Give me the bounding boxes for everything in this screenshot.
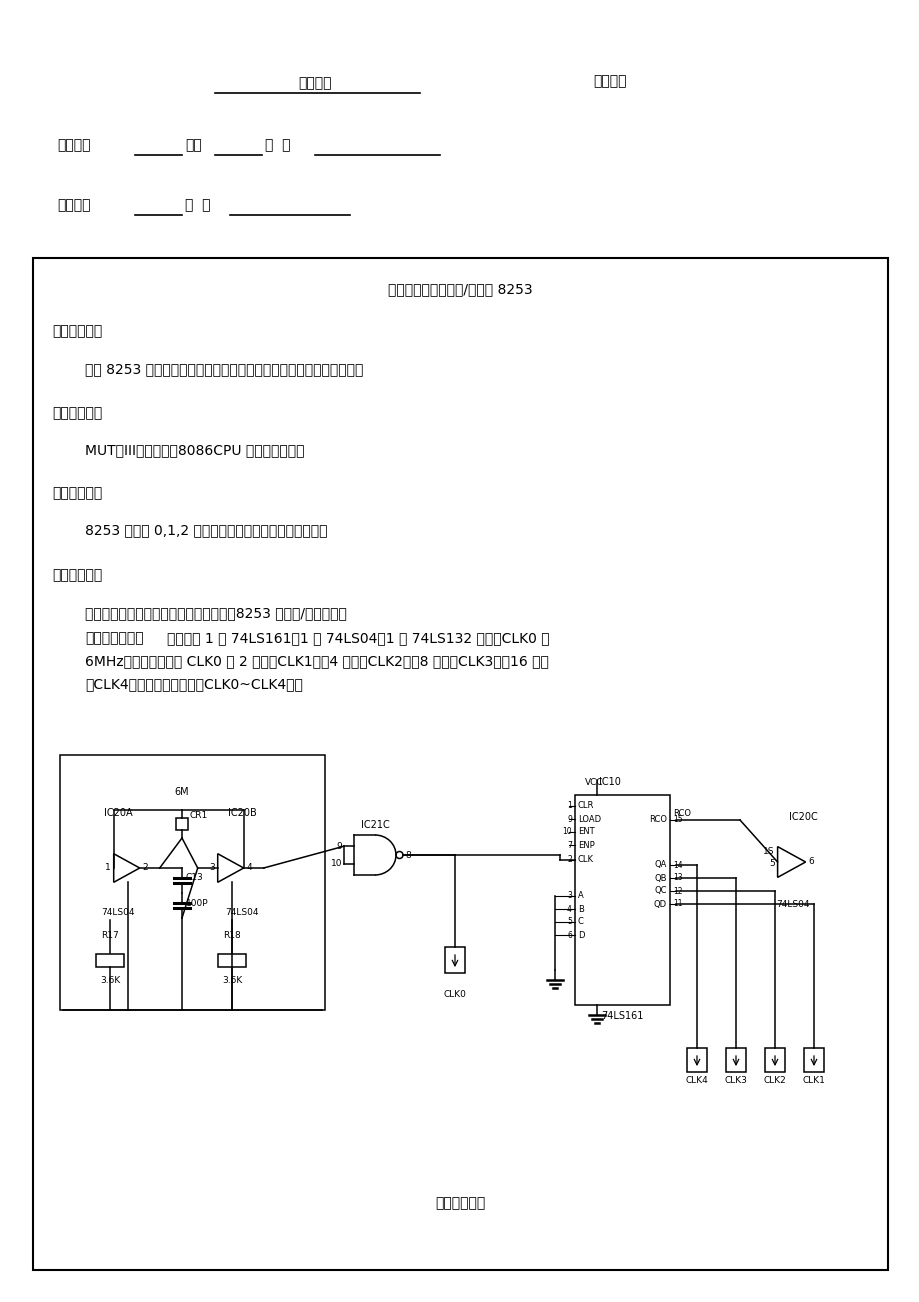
Text: QC: QC xyxy=(653,887,666,896)
Text: CLK: CLK xyxy=(577,855,594,865)
Text: 1: 1 xyxy=(105,863,110,872)
Bar xyxy=(218,953,245,966)
Text: RCO: RCO xyxy=(648,815,666,824)
Polygon shape xyxy=(218,854,244,883)
Text: 四、实验原理: 四、实验原理 xyxy=(52,568,102,582)
Text: 1S: 1S xyxy=(762,848,774,857)
Text: 6: 6 xyxy=(808,858,813,867)
Text: CLK3: CLK3 xyxy=(724,1075,746,1085)
Text: CLK1: CLK1 xyxy=(801,1075,824,1085)
Text: 10: 10 xyxy=(330,859,342,868)
Text: 7: 7 xyxy=(566,841,572,849)
Text: 8: 8 xyxy=(404,850,410,859)
Text: 5: 5 xyxy=(566,918,572,927)
Text: 3: 3 xyxy=(209,863,214,872)
Text: D: D xyxy=(577,931,584,940)
Text: 74LS161: 74LS161 xyxy=(601,1010,643,1021)
Text: 6M: 6M xyxy=(175,786,189,797)
Text: 2: 2 xyxy=(142,863,148,872)
Text: 74LS04: 74LS04 xyxy=(225,907,258,917)
Text: （CLK4），相应输出插孔（CLK0~CLK4）。: （CLK4），相应输出插孔（CLK0~CLK4）。 xyxy=(85,677,302,691)
Text: 3: 3 xyxy=(566,892,572,901)
Text: 12: 12 xyxy=(673,887,682,896)
Text: QD: QD xyxy=(653,900,666,909)
Text: ENP: ENP xyxy=(577,841,594,849)
Text: 4: 4 xyxy=(246,863,252,872)
Text: 二、实验设备: 二、实验设备 xyxy=(52,406,102,421)
Text: 10: 10 xyxy=(562,828,572,836)
Text: C13: C13 xyxy=(186,874,203,883)
Bar xyxy=(803,1048,823,1072)
Bar xyxy=(33,258,887,1269)
Text: ENT: ENT xyxy=(577,828,594,836)
Bar xyxy=(96,953,124,966)
Text: IC20C: IC20C xyxy=(788,812,816,822)
Text: VCC: VCC xyxy=(584,779,603,786)
Text: IC20A: IC20A xyxy=(104,809,132,818)
Bar xyxy=(725,1048,745,1072)
Text: 该电路由 1 片 74LS161、1 片 74LS04、1 片 74LS132 组成。CLK0 是: 该电路由 1 片 74LS161、1 片 74LS04、1 片 74LS132 … xyxy=(167,631,549,644)
Text: 3.6K: 3.6K xyxy=(221,976,242,986)
Text: CLR: CLR xyxy=(577,802,594,811)
Text: B: B xyxy=(577,905,584,914)
Text: R18: R18 xyxy=(223,931,241,940)
Text: 100P: 100P xyxy=(186,900,209,909)
Text: 实验题目: 实验题目 xyxy=(57,198,90,212)
Text: 74LS04: 74LS04 xyxy=(776,900,809,909)
Text: 11: 11 xyxy=(673,900,682,909)
Text: IC10: IC10 xyxy=(598,777,620,786)
Text: IC21C: IC21C xyxy=(360,820,389,829)
Text: 一、实验目的: 一、实验目的 xyxy=(52,324,102,339)
Text: A: A xyxy=(577,892,584,901)
Polygon shape xyxy=(114,854,140,883)
Text: 脉冲产生电路：: 脉冲产生电路： xyxy=(85,631,143,644)
Text: 3.6K: 3.6K xyxy=(100,976,120,986)
Text: CLK2: CLK2 xyxy=(763,1075,786,1085)
Text: 8253 计数器 0,1,2 工作于方波方式，观察其输出波形。: 8253 计数器 0,1,2 工作于方波方式，观察其输出波形。 xyxy=(85,523,327,536)
Text: QB: QB xyxy=(653,874,666,883)
Bar xyxy=(60,755,324,1010)
Text: IC20B: IC20B xyxy=(227,809,256,818)
Text: 掌握 8253 定时器的编程原理，用示波器观察不同模式下的输出波形。: 掌握 8253 定时器的编程原理，用示波器观察不同模式下的输出波形。 xyxy=(85,362,363,376)
Bar xyxy=(176,818,187,829)
Text: 9: 9 xyxy=(335,841,342,850)
Text: 13: 13 xyxy=(673,874,682,883)
Text: 三、实验内容: 三、实验内容 xyxy=(52,486,102,500)
Text: CLK0: CLK0 xyxy=(443,990,466,999)
Text: QA: QA xyxy=(654,861,666,870)
Text: 专业班级: 专业班级 xyxy=(57,138,90,152)
Text: 实验报告: 实验报告 xyxy=(593,74,626,89)
Text: MUT－III型实验箱、8086CPU 模块、示波器。: MUT－III型实验箱、8086CPU 模块、示波器。 xyxy=(85,443,304,457)
Text: 2: 2 xyxy=(567,855,572,865)
Bar xyxy=(574,796,669,1005)
Text: 4: 4 xyxy=(566,905,572,914)
Text: 9: 9 xyxy=(566,815,572,823)
Text: 实验三：可编程定时/计数器 8253: 实验三：可编程定时/计数器 8253 xyxy=(387,283,532,296)
Text: 1: 1 xyxy=(567,802,572,811)
Bar xyxy=(686,1048,706,1072)
Polygon shape xyxy=(777,846,805,878)
Text: 姓名: 姓名 xyxy=(185,138,201,152)
Text: 14: 14 xyxy=(673,861,682,870)
Text: 微机原理: 微机原理 xyxy=(298,76,332,90)
Text: 74LS04: 74LS04 xyxy=(101,907,134,917)
Text: CLK4: CLK4 xyxy=(685,1075,708,1085)
Bar xyxy=(765,1048,784,1072)
Bar xyxy=(445,947,464,973)
Text: 6MHz，输出时钟为该 CLK0 的 2 分频（CLK1），4 分频（CLK2），8 分频（CLK3），16 分频: 6MHz，输出时钟为该 CLK0 的 2 分频（CLK1），4 分频（CLK2）… xyxy=(85,654,549,668)
Text: 15: 15 xyxy=(673,815,682,824)
Text: LOAD: LOAD xyxy=(577,815,600,823)
Text: 脉冲产生电路: 脉冲产生电路 xyxy=(435,1197,484,1210)
Text: 日  期: 日 期 xyxy=(185,198,210,212)
Text: CR1: CR1 xyxy=(190,811,208,819)
Text: C: C xyxy=(577,918,584,927)
Text: 本实验用到两部分电路：脉冲产生电路、8253 定时器/计数器电路: 本实验用到两部分电路：脉冲产生电路、8253 定时器/计数器电路 xyxy=(85,605,346,620)
Text: 学  号: 学 号 xyxy=(265,138,290,152)
Text: R17: R17 xyxy=(101,931,119,940)
Text: 6: 6 xyxy=(566,931,572,940)
Text: 5: 5 xyxy=(768,859,774,868)
Text: RCO: RCO xyxy=(673,809,690,818)
